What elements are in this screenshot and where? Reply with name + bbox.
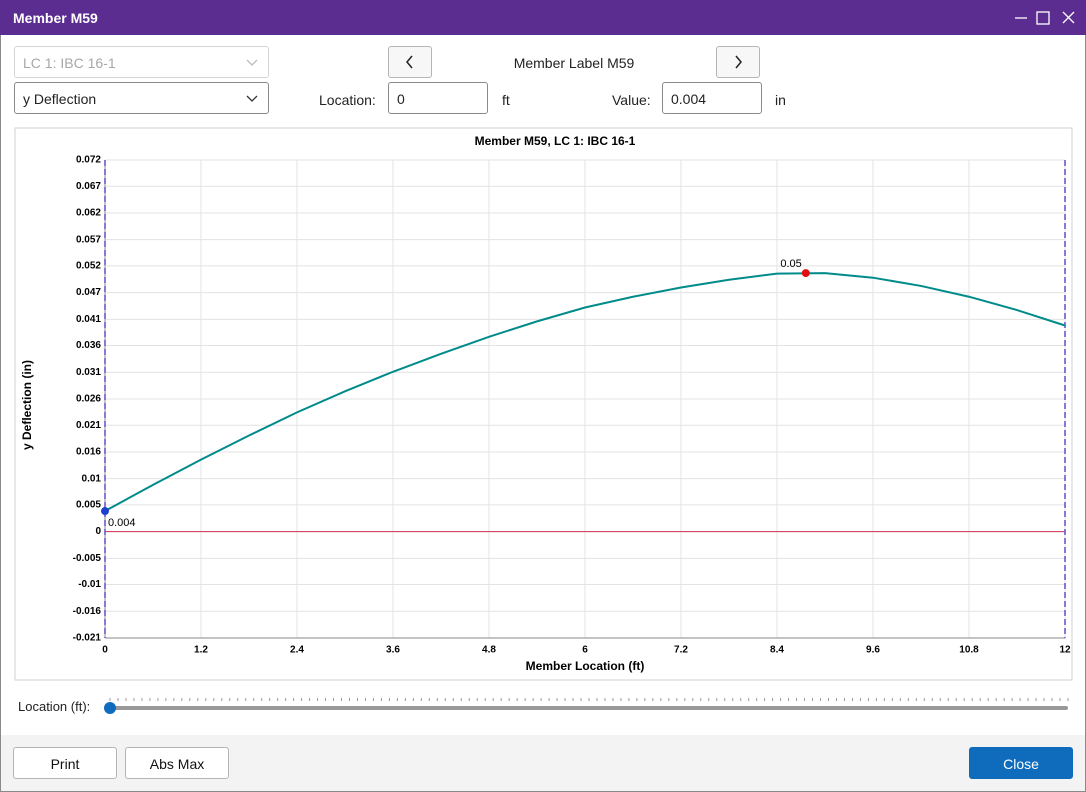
result-type: y Deflection	[23, 91, 97, 107]
marker-label: 0.05	[780, 258, 801, 270]
member-label: Member Label M59	[513, 55, 635, 71]
y-tick-label: 0.047	[76, 287, 101, 298]
marker-label: 0.004	[108, 517, 136, 529]
y-tick-label: 0.072	[76, 155, 101, 166]
x-tick-label: 3.6	[386, 645, 400, 656]
next-button[interactable]	[716, 46, 760, 78]
y-tick-label: 0.052	[76, 261, 101, 272]
title-bar: Member M59	[0, 0, 1086, 35]
y-tick-label: 0	[95, 526, 101, 537]
abs-max-button[interactable]: Abs Max	[125, 747, 229, 779]
chart-title: Member M59, LC 1: IBC 16-1	[475, 134, 636, 148]
location-input[interactable]: 0	[388, 82, 488, 114]
chevron	[246, 95, 258, 102]
chevron	[246, 59, 258, 66]
x-axis-label: Member Location (ft)	[526, 659, 645, 673]
location-label: Location:	[319, 92, 376, 108]
y-tick-label: 0.016	[76, 447, 101, 458]
chevron-right	[735, 55, 742, 69]
window-controls[interactable]	[1005, 8, 1080, 28]
y-tick-label: -0.005	[73, 553, 102, 564]
location-unit: ft	[502, 92, 510, 108]
y-tick-label: 0.041	[76, 314, 101, 325]
y-tick-label: 0.021	[76, 420, 101, 431]
slider-label: Location (ft):	[18, 699, 91, 714]
load-case: LC 1: IBC 16-1	[23, 55, 116, 71]
location-value: 0	[397, 91, 405, 107]
load-case-dropdown[interactable]: LC 1: IBC 16-1	[14, 46, 269, 78]
chart: Member M59, LC 1: IBC 16-1 Member Locati…	[14, 127, 1073, 681]
y-tick-label: -0.01	[78, 579, 101, 590]
result-dropdown[interactable]: y Deflection	[14, 82, 269, 114]
close-button[interactable]: Close	[969, 747, 1073, 779]
print-text: Print	[50, 756, 80, 772]
value-input[interactable]: 0.004	[662, 82, 762, 114]
x-tick-label: 12	[1059, 645, 1071, 656]
y-tick-label: 0.062	[76, 208, 101, 219]
x-tick-label: 10.8	[959, 645, 979, 656]
y-tick-label: -0.016	[73, 606, 102, 617]
x-tick-label: 8.4	[770, 645, 784, 656]
x-tick-label: 4.8	[482, 645, 496, 656]
y-tick-label: 0.01	[82, 473, 102, 484]
y-tick-label: 0.057	[76, 234, 101, 245]
y-tick-label: 0.026	[76, 394, 101, 405]
chevron-left	[406, 55, 413, 69]
print-button[interactable]: Print	[13, 747, 117, 779]
value-value: 0.004	[671, 91, 707, 107]
location-slider[interactable]	[100, 694, 1075, 720]
value-label: Value:	[612, 92, 651, 108]
x-tick-label: 2.4	[290, 645, 304, 656]
x-tick-label: 9.6	[866, 645, 880, 656]
y-tick-label: 0.005	[76, 500, 101, 511]
x-tick-label: 1.2	[194, 645, 208, 656]
marker	[801, 269, 810, 278]
y-tick-label: -0.021	[73, 633, 102, 644]
window-title: Member M59	[13, 10, 98, 26]
chart-panel	[14, 127, 1073, 681]
y-axis-label: y Deflection (in)	[20, 360, 34, 450]
close-text: Close	[1003, 756, 1039, 772]
y-tick-label: 0.036	[76, 340, 101, 351]
y-tick-label: 0.031	[76, 367, 101, 378]
x-tick-label: 6	[582, 645, 588, 656]
x-tick-label: 0	[102, 645, 108, 656]
data-line	[104, 272, 1066, 512]
marker	[101, 507, 109, 516]
y-tick-label: 0.067	[76, 181, 101, 192]
prev-button[interactable]	[388, 46, 432, 78]
x-tick-label: 7.2	[674, 645, 688, 656]
value-unit: in	[775, 92, 786, 108]
abs-max-text: Abs Max	[149, 756, 205, 772]
